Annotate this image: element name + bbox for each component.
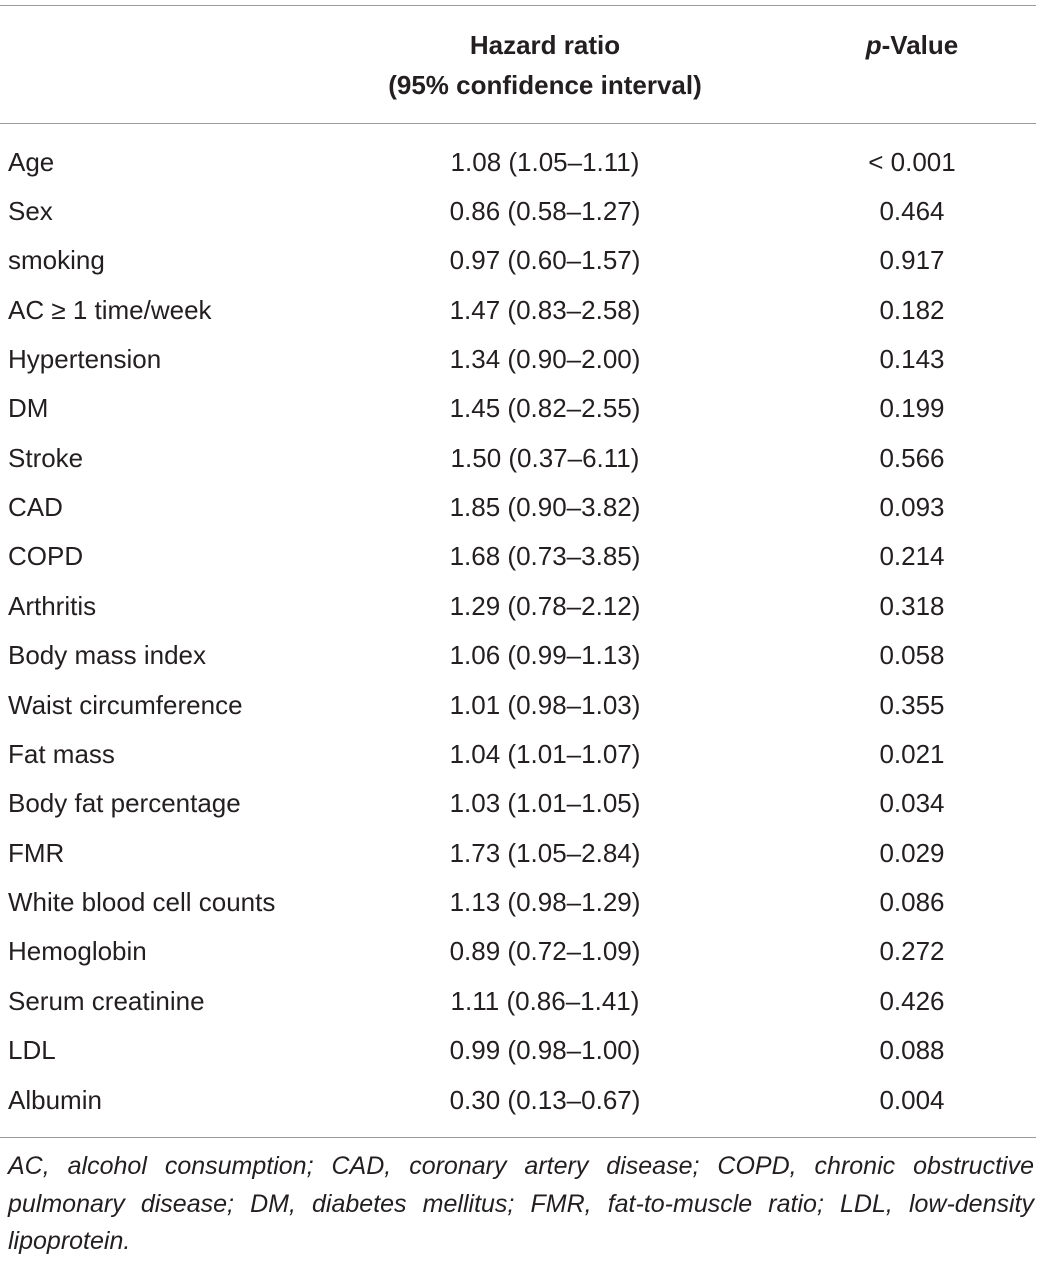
top-rule <box>0 5 1036 6</box>
p-value: 0.058 <box>879 640 945 671</box>
p-value: 0.199 <box>879 393 945 424</box>
p-value: 0.182 <box>879 294 945 325</box>
table-row: Serum creatinine 1.11 (0.86–1.41) 0.426 <box>0 977 1036 1026</box>
hazard-ratio: 0.30 (0.13–0.67) <box>449 1084 641 1115</box>
table-row: COPD 1.68 (0.73–3.85) 0.214 <box>0 532 1036 581</box>
hazard-ratio: 1.34 (0.90–2.00) <box>449 343 641 374</box>
row-label: AC ≥ 1 time/week <box>8 294 212 325</box>
row-label: LDL <box>8 1035 56 1066</box>
hazard-ratio: 1.85 (0.90–3.82) <box>449 492 641 523</box>
table-row: Hemoglobin 0.89 (0.72–1.09) 0.272 <box>0 927 1036 976</box>
table-row: White blood cell counts 1.13 (0.98–1.29) 0… <box>0 878 1036 927</box>
row-label: White blood cell counts <box>8 887 276 918</box>
p-value: 0.034 <box>879 788 945 819</box>
hazard-ratio: 1.03 (1.01–1.05) <box>449 788 641 819</box>
table-row: Age 1.08 (1.05–1.11) < 0.001 <box>0 138 1036 187</box>
p-value: 0.917 <box>879 245 945 276</box>
hazard-ratio: 1.11 (0.86–1.41) <box>450 985 640 1016</box>
row-label: Arthritis <box>8 590 97 621</box>
hazard-ratio: 0.97 (0.60–1.57) <box>449 245 641 276</box>
hazard-ratio: 0.86 (0.58–1.27) <box>449 195 641 226</box>
row-label: Hemoglobin <box>8 936 147 967</box>
row-label: COPD <box>8 541 84 572</box>
table-row: Body fat percentage 1.03 (1.01–1.05) 0.034 <box>0 779 1036 828</box>
table-row: AC ≥ 1 time/week 1.47 (0.83–2.58) 0.182 <box>0 286 1036 335</box>
row-label: CAD <box>8 492 63 523</box>
row-label: Albumin <box>8 1084 102 1115</box>
row-label: Hypertension <box>8 343 162 374</box>
bottom-rule <box>0 1137 1036 1138</box>
row-label: DM <box>8 393 49 424</box>
pvalue-header: p-Value <box>812 25 1012 65</box>
table-row: LDL 0.99 (0.98–1.00) 0.088 <box>0 1026 1036 1075</box>
table-row: Albumin 0.30 (0.13–0.67) 0.004 <box>0 1076 1036 1125</box>
p-value: 0.143 <box>879 343 945 374</box>
row-label: Body fat percentage <box>8 788 241 819</box>
table-row: Arthritis 1.29 (0.78–2.12) 0.318 <box>0 582 1036 631</box>
p-value: 0.464 <box>879 195 945 226</box>
footnote: AC, alcohol consumption; CAD, coronary a… <box>8 1152 1034 1255</box>
table-row: Stroke 1.50 (0.37–6.11) 0.566 <box>0 434 1036 483</box>
row-label: Serum creatinine <box>8 985 205 1016</box>
hazard-ratio: 0.89 (0.72–1.09) <box>449 936 641 967</box>
table-row: Body mass index 1.06 (0.99–1.13) 0.058 <box>0 631 1036 680</box>
p-value: < 0.001 <box>868 146 956 177</box>
row-label: Stroke <box>8 442 84 473</box>
hazard-ratio: 1.01 (0.98–1.03) <box>449 689 641 720</box>
hr-header: Hazard ratio (95% confidence interval) <box>345 25 745 105</box>
header-rule <box>0 123 1036 124</box>
row-label: Sex <box>8 195 53 226</box>
hazard-ratio: 1.08 (1.05–1.11) <box>450 146 640 177</box>
hazard-ratio: 0.99 (0.98–1.00) <box>449 1035 641 1066</box>
table-row: CAD 1.85 (0.90–3.82) 0.093 <box>0 483 1036 532</box>
header-italic: p <box>865 30 882 60</box>
header-line: (95% confidence interval) <box>388 70 702 100</box>
table-row: Sex 0.86 (0.58–1.27) 0.464 <box>0 187 1036 236</box>
hazard-ratio: 1.50 (0.37–6.11) <box>450 442 640 473</box>
table-row: DM 1.45 (0.82–2.55) 0.199 <box>0 384 1036 433</box>
header-text: -Value <box>881 30 959 60</box>
table-row: smoking 0.97 (0.60–1.57) 0.917 <box>0 236 1036 285</box>
p-value: 0.093 <box>879 492 945 523</box>
row-label: smoking <box>8 245 105 276</box>
p-value: 0.021 <box>879 738 945 769</box>
header-line: Hazard ratio <box>469 30 621 60</box>
table-row: Hypertension 1.34 (0.90–2.00) 0.143 <box>0 335 1036 384</box>
p-value: 0.318 <box>879 590 945 621</box>
hazard-ratio: 1.73 (1.05–2.84) <box>449 837 641 868</box>
hazard-ratio: 1.06 (0.99–1.13) <box>449 640 641 671</box>
hazard-ratio: 1.68 (0.73–3.85) <box>449 541 641 572</box>
p-value: 0.086 <box>879 887 945 918</box>
hazard-ratio: 1.13 (0.98–1.29) <box>449 887 641 918</box>
hazard-ratio: 1.47 (0.83–2.58) <box>449 294 641 325</box>
hazard-ratio: 1.29 (0.78–2.12) <box>449 590 641 621</box>
row-label: FMR <box>8 837 65 868</box>
p-value: 0.029 <box>879 837 945 868</box>
table-row: FMR 1.73 (1.05–2.84) 0.029 <box>0 829 1036 878</box>
table-row: Fat mass 1.04 (1.01–1.07) 0.021 <box>0 730 1036 779</box>
p-value: 0.272 <box>879 936 945 967</box>
p-value: 0.355 <box>879 689 945 720</box>
p-value: 0.214 <box>879 541 945 572</box>
hazard-ratio: 1.04 (1.01–1.07) <box>449 738 641 769</box>
row-label: Waist circumference <box>8 689 243 720</box>
p-value: 0.004 <box>879 1084 945 1115</box>
table-row: Waist circumference 1.01 (0.98–1.03) 0.355 <box>0 681 1036 730</box>
p-value: 0.426 <box>879 985 945 1016</box>
row-label: Fat mass <box>8 738 115 769</box>
row-label: Body mass index <box>8 640 206 671</box>
hazard-ratio: 1.45 (0.82–2.55) <box>449 393 641 424</box>
p-value: 0.566 <box>879 442 945 473</box>
p-value: 0.088 <box>879 1035 945 1066</box>
row-label: Age <box>8 146 55 177</box>
